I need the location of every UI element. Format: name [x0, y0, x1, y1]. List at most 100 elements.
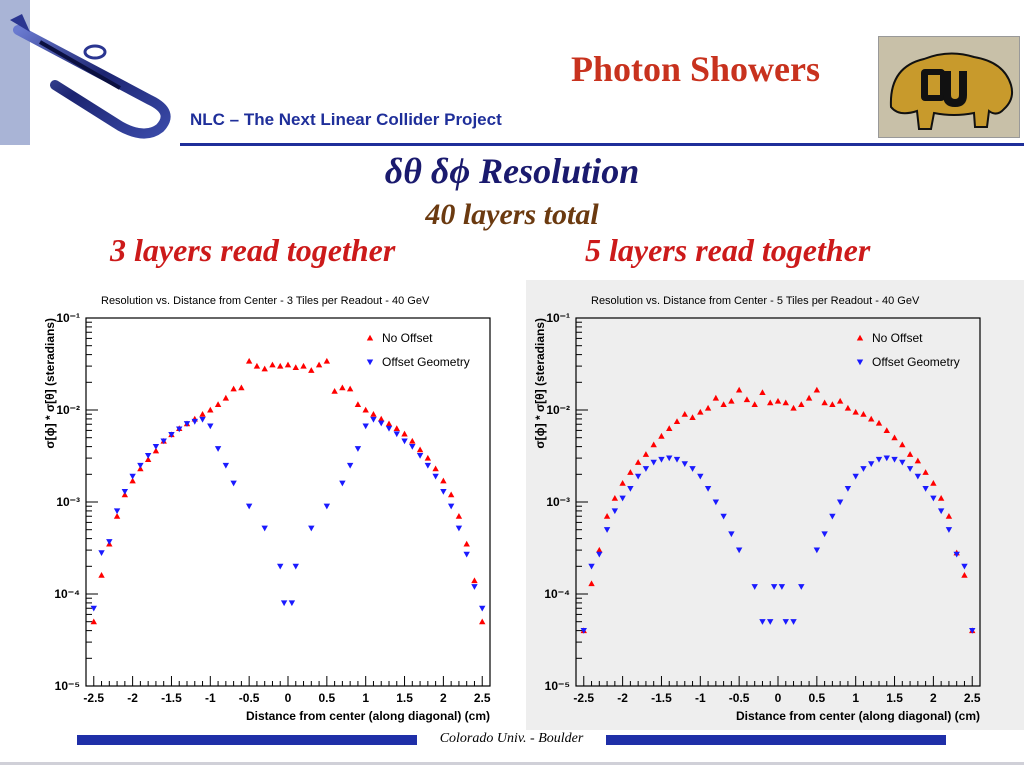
- data-point: [354, 401, 362, 407]
- data-point: [214, 446, 222, 452]
- data-point: [440, 477, 447, 484]
- data-point: [152, 447, 160, 454]
- data-point: [440, 488, 447, 495]
- legend-entry: No Offset: [382, 331, 433, 345]
- y-tick-label: 10⁻³: [56, 495, 80, 509]
- data-point: [346, 385, 354, 392]
- data-point: [860, 411, 867, 417]
- data-point: [129, 473, 136, 480]
- data-point: [689, 414, 696, 421]
- data-point: [937, 508, 945, 515]
- data-point: [875, 456, 883, 463]
- legend-marker: [366, 359, 374, 366]
- data-point: [261, 525, 268, 532]
- x-tick-label: -1: [205, 691, 216, 705]
- data-point: [113, 513, 121, 519]
- data-point: [409, 444, 416, 450]
- data-point: [253, 362, 261, 369]
- data-point: [813, 386, 821, 393]
- data-point: [245, 357, 253, 364]
- data-point: [362, 423, 369, 430]
- data-point: [673, 418, 681, 425]
- data-point: [906, 466, 914, 472]
- data-point: [479, 618, 486, 625]
- bottom-divider: [0, 762, 1024, 765]
- data-point: [288, 600, 296, 607]
- data-point: [619, 495, 626, 502]
- data-point: [836, 397, 844, 404]
- data-point: [222, 394, 230, 401]
- x-tick-label: -2: [127, 691, 138, 705]
- x-tick-label: 1.5: [396, 691, 413, 705]
- x-tick-label: 2.5: [474, 691, 491, 705]
- data-point: [378, 415, 385, 422]
- data-point: [945, 527, 953, 533]
- data-point: [798, 584, 805, 590]
- data-point: [207, 406, 214, 413]
- data-point: [743, 396, 751, 403]
- data-point: [650, 459, 657, 466]
- data-point: [191, 418, 198, 425]
- data-point: [98, 572, 105, 578]
- y-tick-label: 10⁻²: [56, 403, 80, 417]
- data-point: [168, 432, 175, 438]
- data-point: [230, 480, 237, 487]
- chart-3-layers: Resolution vs. Distance from Center - 3 …: [43, 295, 491, 723]
- data-point: [471, 577, 478, 584]
- data-point: [596, 546, 603, 553]
- project-subtitle: NLC – The Next Linear Collider Project: [190, 110, 502, 129]
- data-point: [891, 456, 898, 463]
- data-point: [704, 485, 712, 492]
- data-point: [385, 420, 393, 427]
- data-point: [627, 469, 634, 475]
- data-point: [899, 441, 906, 448]
- data-point: [207, 423, 214, 430]
- data-point: [121, 488, 129, 495]
- data-point: [868, 461, 875, 468]
- data-point: [611, 494, 619, 501]
- data-point: [588, 563, 595, 570]
- data-point: [650, 441, 657, 448]
- x-tick-label: -0.5: [729, 691, 750, 705]
- x-tick-label: 2: [930, 691, 937, 705]
- data-point: [455, 525, 463, 532]
- data-point: [463, 540, 470, 547]
- data-point: [447, 491, 455, 498]
- data-point: [658, 432, 665, 439]
- x-tick-label: -2.5: [83, 691, 104, 705]
- data-point: [323, 357, 331, 364]
- data-point: [798, 401, 805, 407]
- data-point: [144, 452, 152, 459]
- x-tick-label: 1.5: [886, 691, 903, 705]
- data-point: [759, 619, 766, 625]
- data-point: [805, 394, 813, 401]
- chart-title: Resolution vs. Distance from Center - 5 …: [591, 295, 920, 307]
- data-point: [339, 384, 346, 391]
- data-point: [969, 628, 976, 634]
- data-point: [619, 480, 626, 486]
- footer-bar-right: [606, 735, 946, 745]
- data-point: [666, 455, 673, 462]
- chart-5-layers: Resolution vs. Distance from Center - 5 …: [533, 295, 981, 723]
- data-point: [580, 628, 587, 634]
- nlc-logo: [10, 14, 171, 139]
- data-point: [129, 477, 136, 484]
- data-point: [634, 473, 642, 480]
- x-tick-label: -0.5: [239, 691, 260, 705]
- data-point: [113, 508, 121, 515]
- data-point: [930, 480, 937, 486]
- data-point: [323, 503, 331, 510]
- data-point: [790, 404, 797, 411]
- data-point: [152, 444, 160, 450]
- layers-total-heading: 40 layers total: [425, 198, 599, 231]
- data-point: [611, 508, 619, 515]
- data-point: [961, 563, 968, 570]
- legend-marker: [366, 334, 374, 341]
- data-point: [852, 473, 859, 480]
- legend-marker: [856, 359, 864, 366]
- data-point: [393, 431, 400, 438]
- data-point: [953, 551, 960, 558]
- plot-frame: [85, 317, 491, 687]
- legend-marker: [856, 334, 864, 341]
- y-tick-label: 10⁻⁴: [54, 587, 80, 601]
